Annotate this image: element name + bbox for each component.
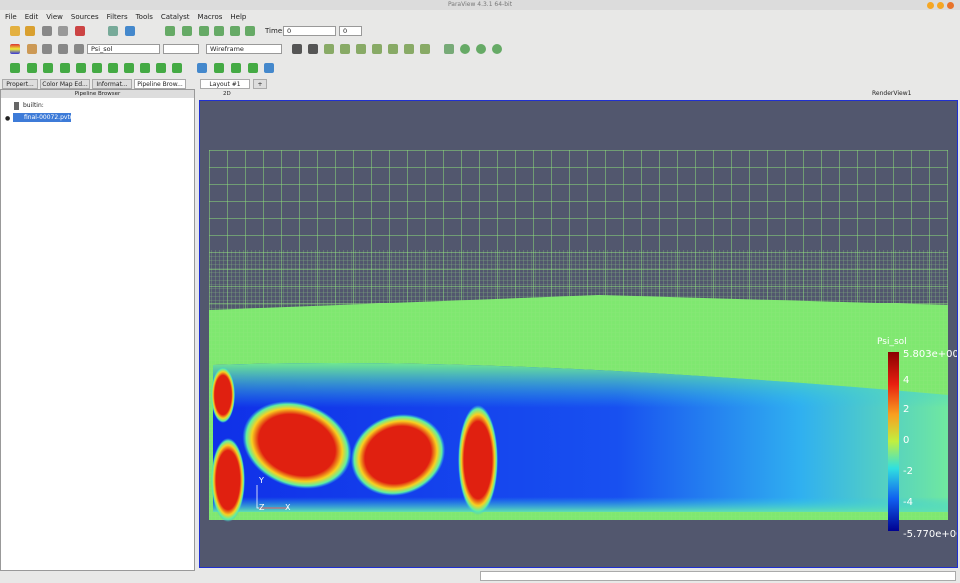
component-combo[interactable] [163, 44, 199, 54]
window-title: ParaView 4.3.1 64-bit [447, 1, 513, 8]
menu-item[interactable]: Filters [106, 13, 128, 21]
colorbar-tick: -4 [903, 497, 913, 508]
menu-item[interactable]: Catalyst [160, 13, 190, 21]
menu-item[interactable]: Sources [70, 13, 99, 21]
menu-item[interactable]: Macros [197, 13, 223, 21]
pipeline-panel: Pipeline Browser builtin: ● final-00072.… [0, 89, 195, 571]
window-buttons[interactable] [924, 2, 954, 11]
array-combo[interactable]: Psi_sol [87, 44, 160, 54]
view-name: RenderView1 [872, 90, 912, 97]
menu-item[interactable]: Tools [135, 13, 153, 21]
toolbar-1: Time: 0 0 [0, 24, 960, 39]
colorbar [888, 352, 899, 531]
time-input[interactable]: 0 [283, 26, 336, 36]
menu-item[interactable]: View [46, 13, 63, 21]
time-label: Time: [265, 27, 285, 35]
view-tab[interactable]: Layout #1 [200, 79, 250, 89]
toolbar-2: Psi_sol Wireframe [0, 42, 960, 57]
title-bar: ParaView 4.3.1 64-bit [0, 0, 960, 10]
colorbar-min: -5.770e+00 [903, 529, 959, 540]
menu-bar: File Edit View Sources Filters Tools Catalyst M… [5, 12, 254, 22]
axis-label: Y [258, 476, 264, 485]
panel-title: Pipeline Browser [1, 90, 194, 98]
status-bar [480, 571, 956, 581]
representation-combo[interactable]: Wireframe [206, 44, 282, 54]
panel-tab[interactable]: Pipeline Brow... [134, 79, 186, 89]
axis-label: X [285, 503, 291, 512]
menu-item[interactable]: File [5, 13, 17, 21]
colorbar-tick: 2 [903, 404, 909, 415]
colorbar-max: 5.803e+00 [903, 349, 959, 360]
view-toolbar: 2D RenderView1 [199, 89, 959, 100]
tree-item[interactable]: builtin: [23, 102, 44, 109]
axis-label: Z [259, 503, 265, 512]
panel-tab[interactable]: Color Map Ed... [40, 79, 90, 89]
menu-item[interactable]: Edit [24, 13, 39, 21]
colorbar-tick: 0 [903, 435, 909, 446]
time-step[interactable]: 0 [339, 26, 362, 36]
colorbar-tick: 4 [903, 375, 909, 386]
camera-label[interactable]: 2D [223, 91, 231, 97]
menu-item[interactable]: Help [230, 13, 247, 21]
panel-tab[interactable]: Propert... [2, 79, 38, 89]
colorbar-tick: -2 [903, 466, 913, 477]
colorbar-title: Psi_sol [877, 337, 907, 347]
toolbar-3 [0, 61, 960, 76]
view-tab[interactable]: + [253, 79, 267, 89]
tree-item[interactable]: final-00072.pvtu [24, 114, 74, 121]
panel-tab[interactable]: Informat... [92, 79, 132, 89]
render-view: Y Z X Psi_sol 5.803e+00 4 2 0 -2 -4 -5.770e+… [199, 100, 959, 568]
